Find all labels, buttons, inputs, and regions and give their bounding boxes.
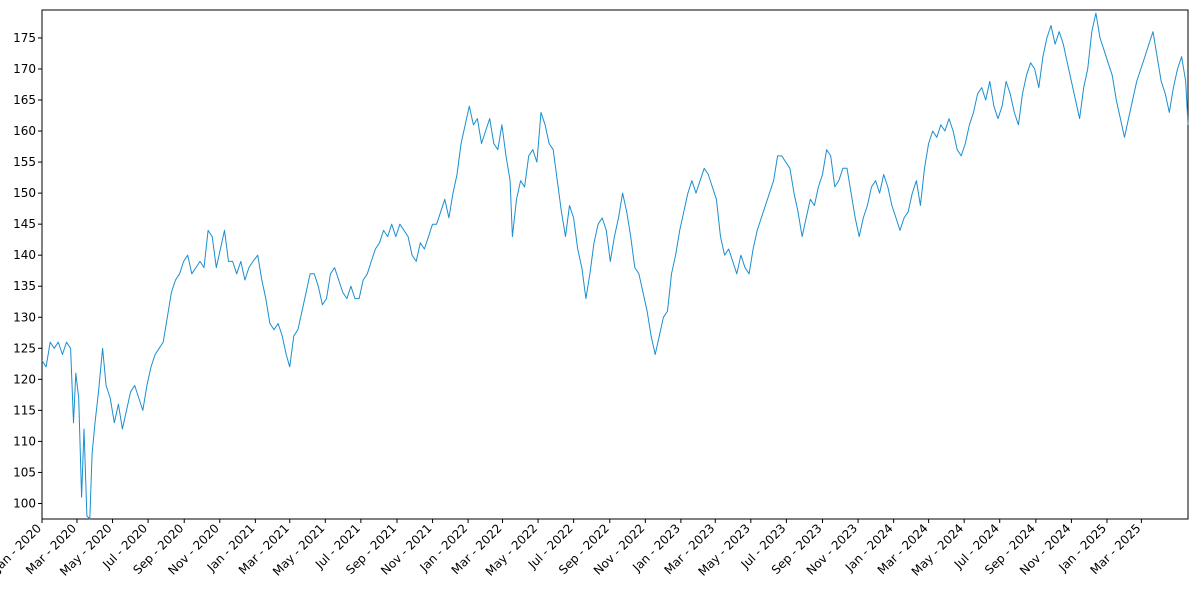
y-tick-label: 165: [13, 93, 36, 107]
plot-area: [41, 9, 1189, 520]
y-tick-label: 110: [13, 434, 36, 448]
y-tick-label: 100: [13, 496, 36, 510]
y-tick-label: 125: [13, 341, 36, 355]
y-tick-label: 120: [13, 372, 36, 386]
y-tick-label: 175: [13, 31, 36, 45]
y-tick-label: 145: [13, 217, 36, 231]
y-tick-label: 170: [13, 62, 36, 76]
y-tick-label: 160: [13, 124, 36, 138]
y-tick-label: 105: [13, 465, 36, 479]
series-line: [41, 12, 1189, 520]
y-tick-label: 140: [13, 248, 36, 262]
y-tick-label: 150: [13, 186, 36, 200]
y-tick-label: 155: [13, 155, 36, 169]
y-tick-label: 135: [13, 279, 36, 293]
y-axis: 100 105 110 115 120 125 130 135 140 145 150 155 160 1…: [13, 31, 42, 510]
y-tick-label: 115: [13, 403, 36, 417]
y-tick-label: 130: [13, 310, 36, 324]
